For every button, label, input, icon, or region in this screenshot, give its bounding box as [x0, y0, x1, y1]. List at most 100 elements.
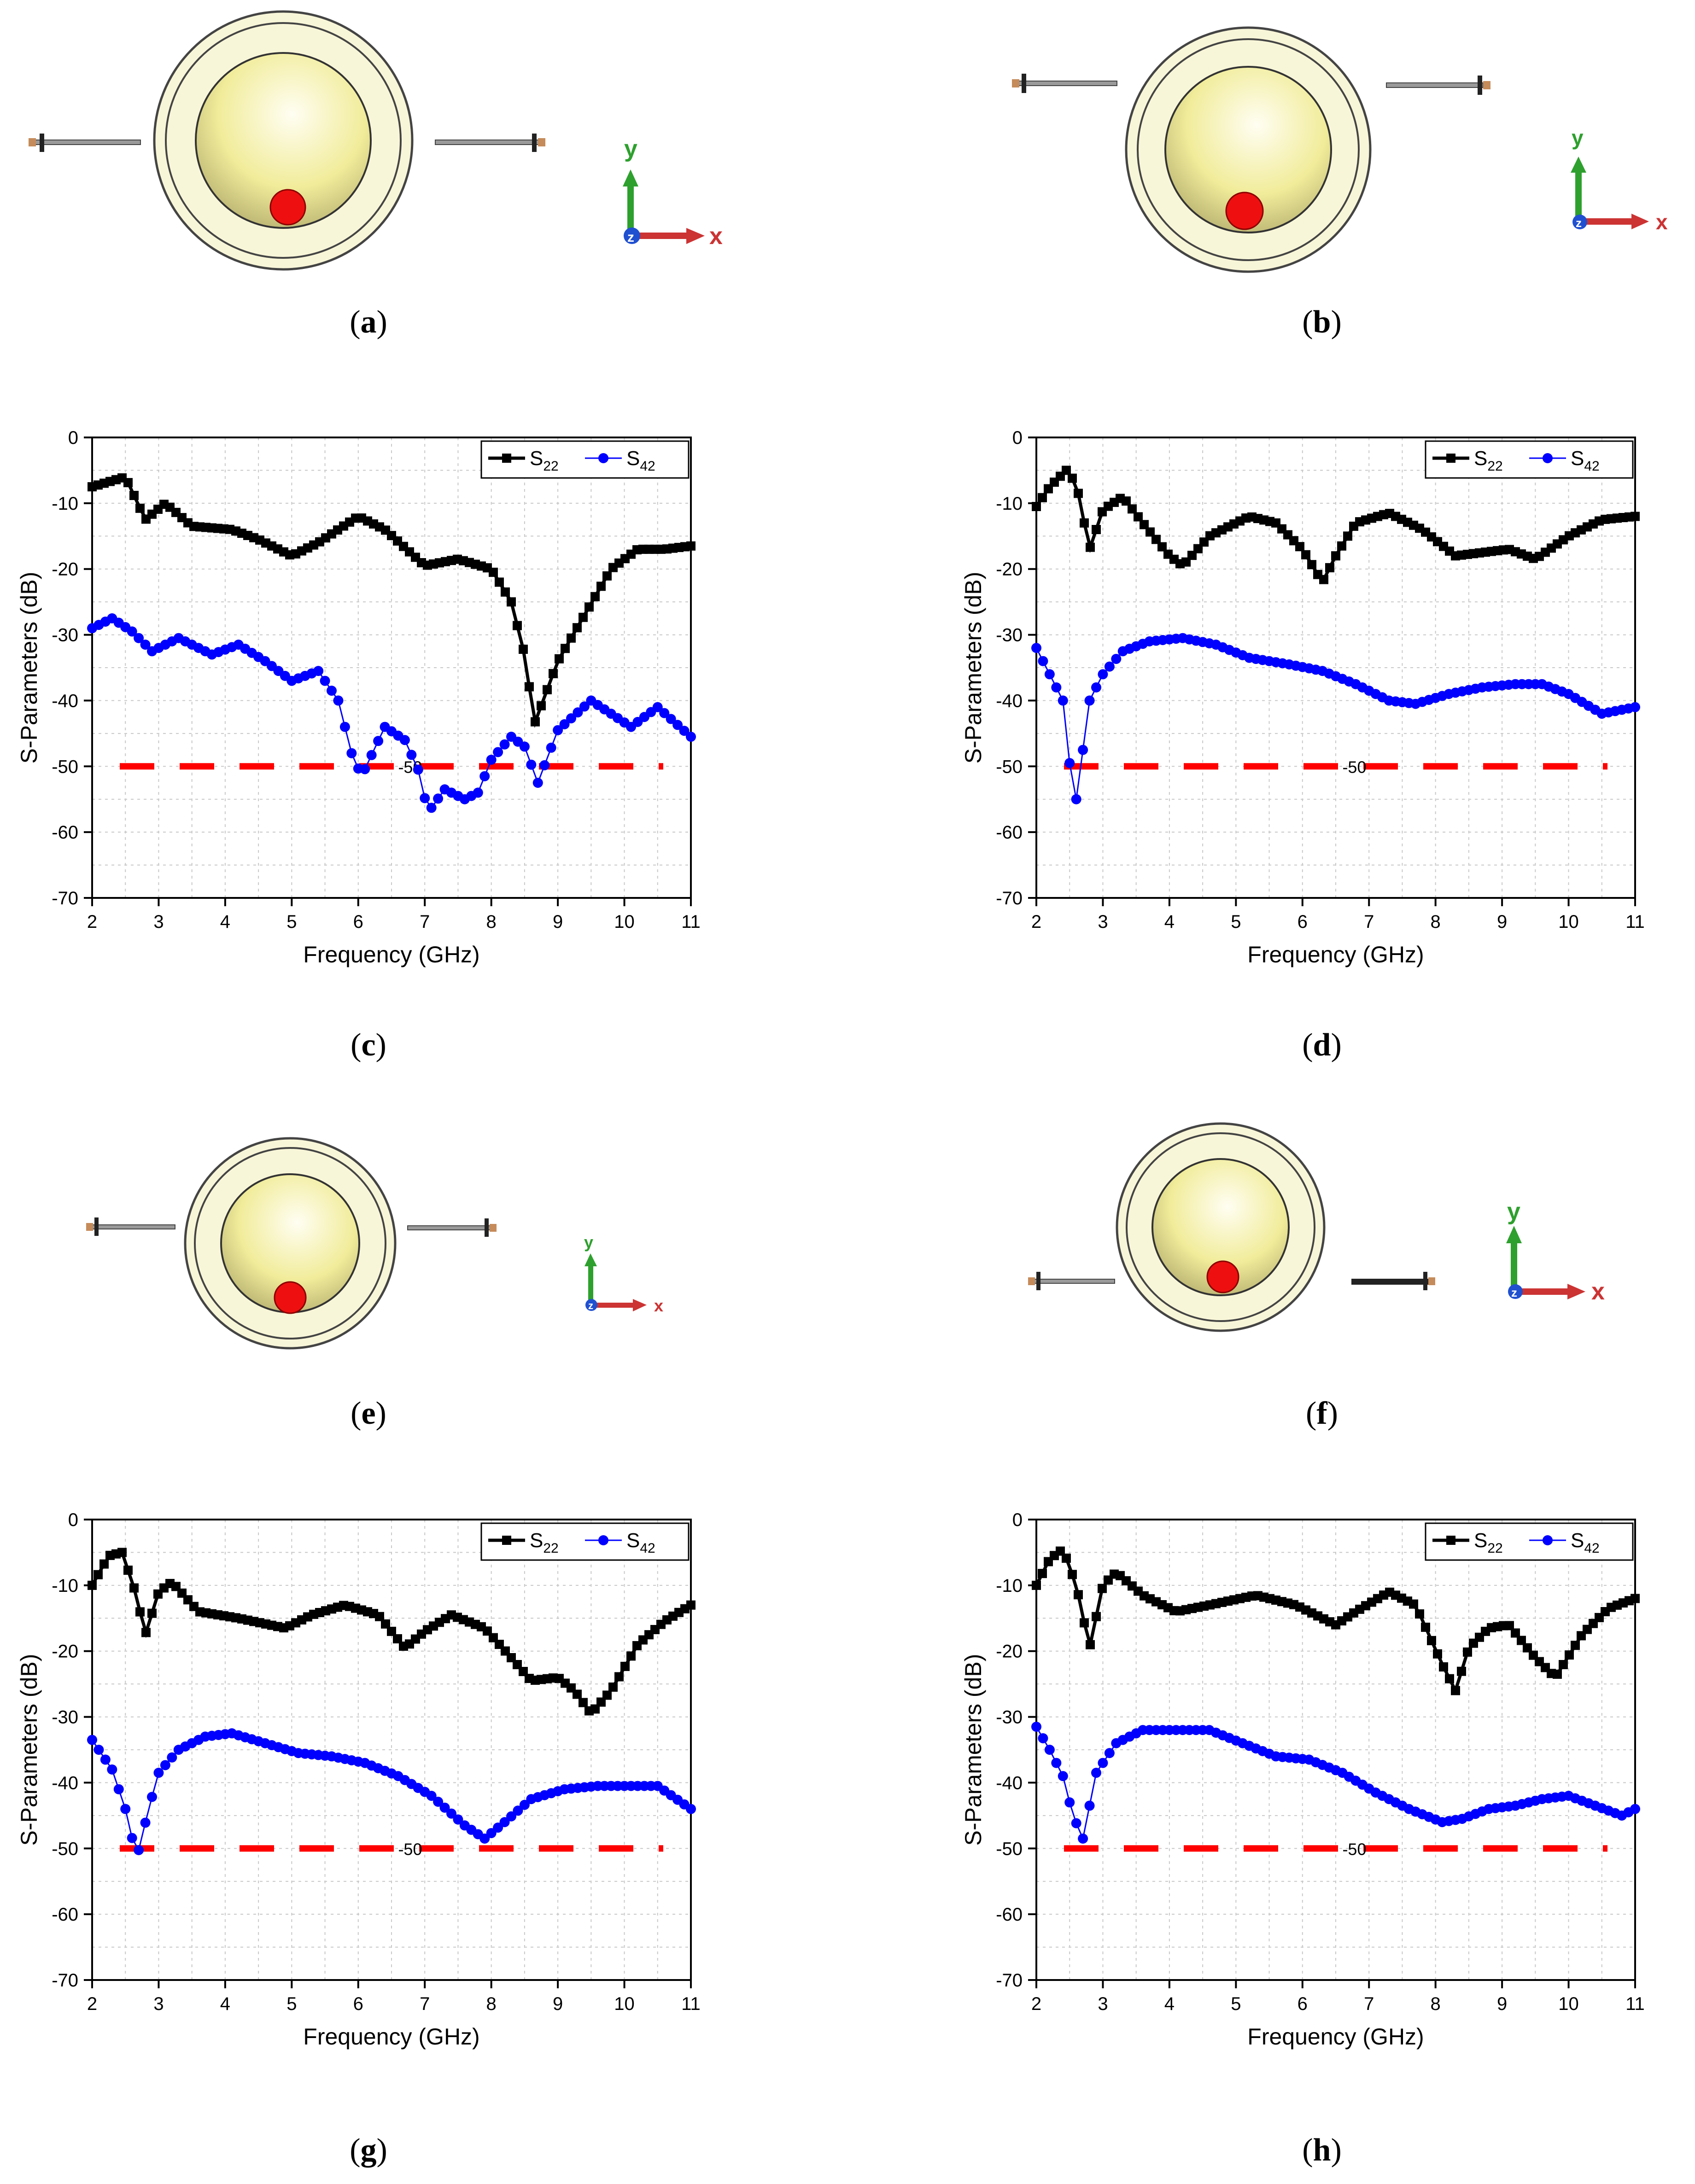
coordinate-axes: y x z: [1506, 1198, 1605, 1305]
series-S22: [1032, 466, 1640, 584]
data-point-circle: [486, 755, 497, 765]
data-point-square: [117, 1548, 127, 1557]
y-tick-label: -40: [996, 691, 1023, 711]
y-tick-label: -10: [52, 1576, 78, 1596]
scene-e: y x z: [0, 1105, 760, 1391]
x-tick-label: 10: [614, 1994, 635, 2014]
legend: S22 S42: [1425, 440, 1634, 479]
data-point-circle: [1058, 695, 1068, 706]
data-point-circle: [513, 1805, 523, 1816]
data-point-square: [608, 1682, 618, 1692]
series-S22: [88, 473, 696, 728]
data-point-square: [1631, 512, 1640, 521]
data-point-circle: [473, 787, 483, 798]
data-point-circle: [327, 686, 337, 696]
data-point-square: [602, 571, 612, 581]
axis-y-label: y: [1572, 126, 1584, 150]
y-tick-label: 0: [68, 1510, 78, 1530]
caption-b: (b): [1302, 304, 1342, 340]
data-point-square: [1038, 493, 1047, 502]
data-point-square: [141, 1628, 151, 1637]
x-tick-label: 4: [220, 1994, 230, 2014]
series-line: [1035, 468, 1636, 582]
y-tick-label: -50: [52, 1839, 78, 1859]
y-tick-label: -40: [52, 691, 78, 711]
data-point-circle: [486, 1828, 497, 1838]
legend-marker-circle: [1543, 1535, 1553, 1545]
y-tick-label: -30: [996, 625, 1023, 646]
data-point-square: [1032, 1580, 1041, 1590]
data-point-circle: [373, 736, 384, 746]
axis-z-label: z: [627, 230, 634, 245]
data-point-square: [123, 478, 133, 488]
caption-g: (g): [350, 2132, 387, 2168]
caption-e: (e): [351, 1396, 386, 1431]
data-point-circle: [573, 707, 583, 718]
data-point-circle: [1051, 1758, 1062, 1768]
data-point-square: [1517, 1636, 1526, 1645]
caption-h: (h): [1302, 2132, 1342, 2168]
y-axis-label: S-Parameters (dB): [960, 572, 986, 764]
y-tick-label: -20: [996, 559, 1023, 580]
series-S42: [87, 1728, 696, 1855]
data-point-square: [135, 1607, 145, 1617]
data-point-circle: [1064, 758, 1075, 769]
y-tick-label: -50: [52, 757, 78, 777]
legend-marker-circle: [1543, 453, 1553, 463]
data-point-square: [614, 1672, 624, 1682]
data-point-square: [1523, 1643, 1532, 1653]
plot-frame: [91, 1519, 692, 1981]
data-point-square: [1086, 1640, 1095, 1649]
chart-panel-h: 2 3 4 5 6 7 8 9 10 11 0 -10 -20 -30 -40 -50 -60 -70 Freque…: [944, 1497, 1695, 2141]
data-point-circle: [399, 735, 410, 745]
data-point-circle: [679, 726, 690, 736]
legend-marker-square: [502, 454, 511, 463]
data-point-square: [590, 592, 600, 601]
data-point-square: [549, 669, 558, 678]
data-point-circle: [1091, 1768, 1101, 1778]
y-axis-label: S-Parameters (dB): [16, 1654, 42, 1846]
data-point-circle: [1064, 1797, 1075, 1808]
x-tick-label: 11: [681, 1994, 701, 2014]
legend: S22 S42: [1425, 1522, 1634, 1561]
legend-marker-circle: [598, 1535, 608, 1545]
data-point-circle: [1044, 669, 1055, 680]
y-tick-label: -30: [52, 1707, 78, 1728]
data-point-square: [1068, 473, 1077, 483]
caption-c: (c): [351, 1027, 386, 1063]
right-antenna-probe: [435, 134, 545, 152]
data-point-square: [393, 1634, 402, 1643]
data-point-square: [584, 602, 594, 612]
data-point-square: [123, 1566, 133, 1575]
data-point-square: [1319, 575, 1328, 584]
scene-f: y x z: [944, 1105, 1695, 1391]
data-point-square: [1559, 1660, 1568, 1669]
head-phantom: [184, 1137, 397, 1350]
right-antenna-probe: [1386, 76, 1490, 95]
data-point-square: [626, 1651, 636, 1661]
data-point-circle: [433, 793, 444, 804]
y-axis-label: S-Parameters (dB): [960, 1654, 986, 1846]
data-point-circle: [479, 1833, 490, 1844]
data-point-square: [543, 685, 552, 694]
data-point-circle: [659, 708, 670, 718]
data-point-circle: [532, 778, 543, 788]
x-tick-label: 2: [87, 1994, 97, 2014]
x-tick-label: 3: [1098, 1994, 1108, 2014]
data-point-square: [1128, 504, 1137, 514]
axis-x-label: x: [1591, 1278, 1605, 1305]
x-tick-label: 7: [420, 912, 430, 932]
data-point-square: [88, 1580, 97, 1590]
legend-marker-square: [502, 1536, 511, 1545]
axis-y-label: y: [584, 1233, 593, 1252]
data-point-square: [1098, 1584, 1107, 1593]
y-tick-label: -20: [52, 559, 78, 580]
data-point-square: [1032, 502, 1041, 511]
data-point-square: [561, 644, 570, 653]
data-point-circle: [1104, 1748, 1115, 1759]
x-tick-label: 2: [87, 912, 97, 932]
data-point-circle: [566, 713, 576, 723]
data-point-square: [513, 621, 522, 630]
y-tick-label: -10: [996, 1576, 1023, 1596]
y-tick-label: -40: [996, 1773, 1023, 1793]
